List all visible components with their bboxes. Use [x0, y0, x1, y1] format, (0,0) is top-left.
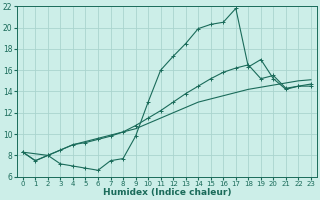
X-axis label: Humidex (Indice chaleur): Humidex (Indice chaleur) — [103, 188, 231, 197]
